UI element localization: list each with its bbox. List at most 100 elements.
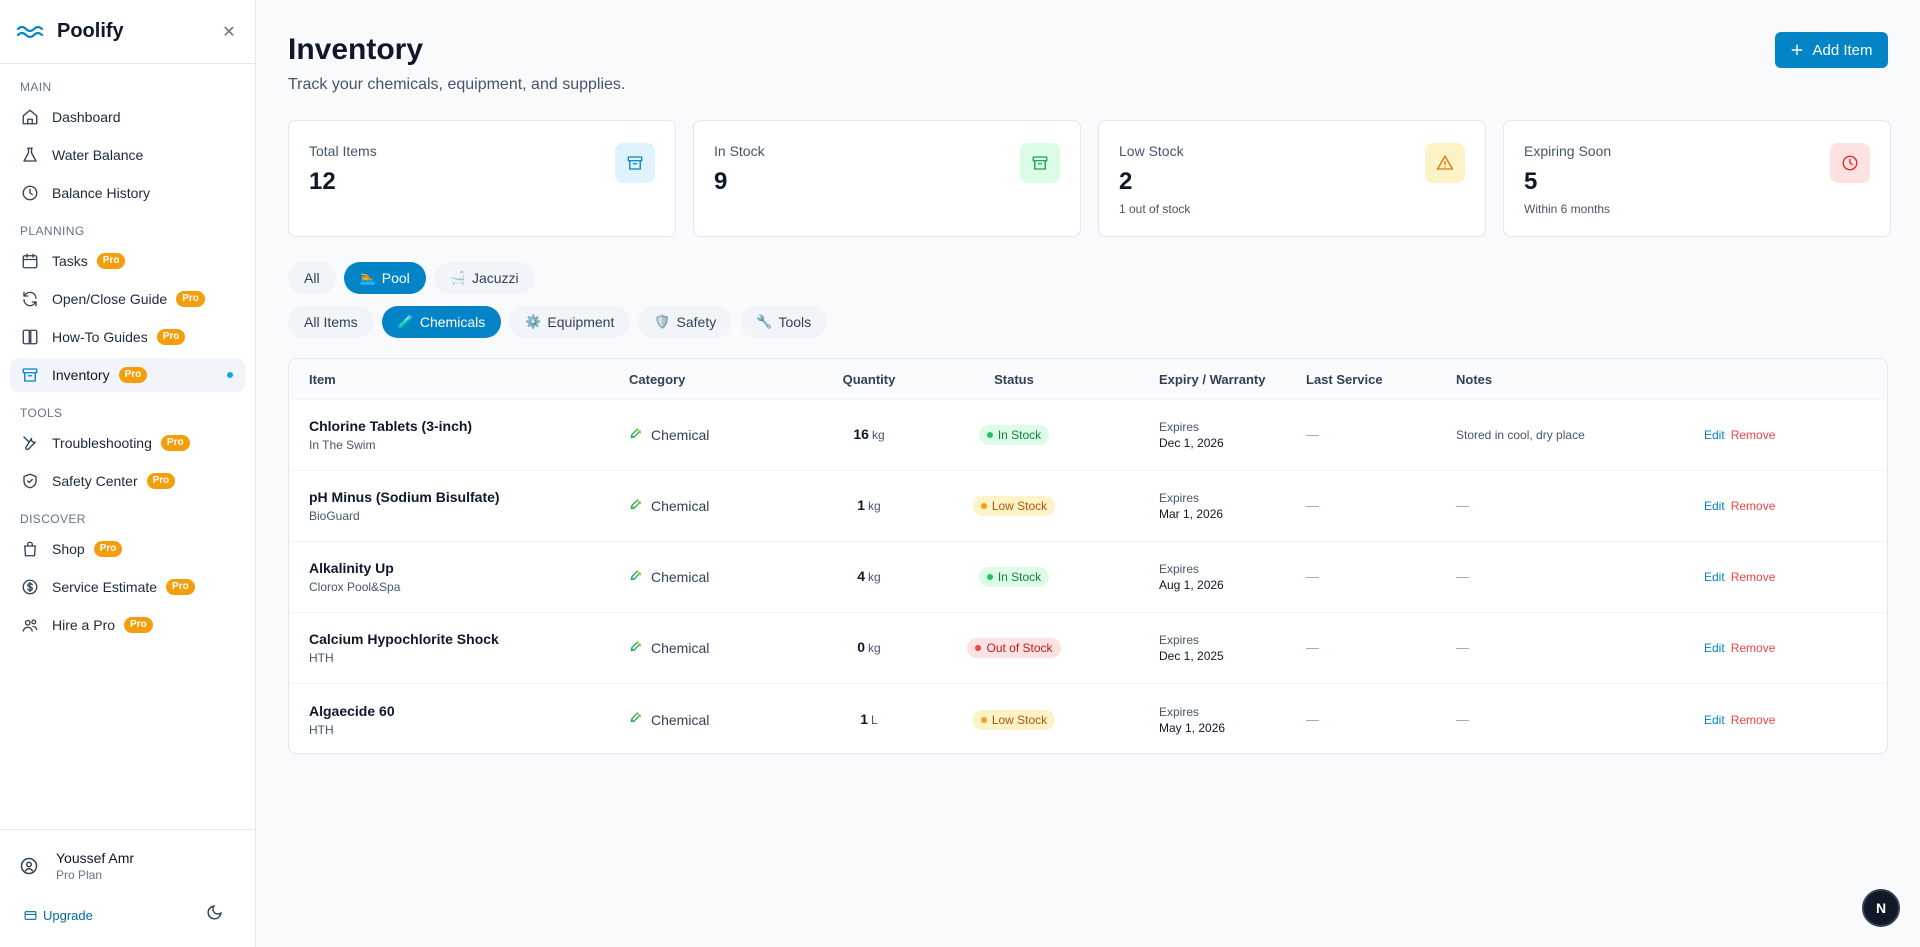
sidebar-item-balance-history[interactable]: Balance History	[10, 176, 245, 210]
category-filter-chemicals[interactable]: 🧪 Chemicals	[381, 306, 502, 338]
edit-button[interactable]: Edit	[1704, 499, 1725, 513]
nav-section-planning: PLANNING Tasks Pro Open/Close Guide Pro How-T…	[10, 224, 245, 392]
sidebar-item-service-estimate[interactable]: Service Estimate Pro	[10, 570, 245, 604]
sidebar-item-tasks[interactable]: Tasks Pro	[10, 244, 245, 278]
item-quantity: 4	[857, 568, 866, 584]
item-notes: —	[1456, 711, 1469, 727]
book-icon	[20, 327, 40, 347]
category-filter-equipment[interactable]: ⚙️ Equipment	[509, 306, 631, 338]
shield-icon	[20, 471, 40, 491]
pro-badge: Pro	[166, 579, 195, 595]
last-service: —	[1306, 498, 1319, 513]
sidebar-item-open-close-guide[interactable]: Open/Close Guide Pro	[10, 282, 245, 316]
user-name: Youssef Amr	[56, 850, 135, 866]
sidebar-item-troubleshooting[interactable]: Troubleshooting Pro	[10, 426, 245, 460]
sidebar-item-inventory[interactable]: Inventory Pro	[10, 358, 245, 392]
next-devtools-button[interactable]: N	[1862, 889, 1900, 927]
item-brand: Clorox Pool&Spa	[309, 580, 401, 594]
sidebar-item-label: Balance History	[52, 185, 151, 201]
active-indicator	[227, 372, 233, 378]
remove-button[interactable]: Remove	[1730, 428, 1776, 442]
sidebar-item-label: Inventory	[52, 367, 110, 383]
sidebar-item-hire-a-pro[interactable]: Hire a Pro Pro	[10, 608, 245, 642]
sidebar-item-label: Shop	[52, 541, 85, 557]
flask-icon	[20, 145, 40, 165]
item-unit: kg	[871, 428, 885, 442]
filter-label: All Items	[304, 314, 358, 330]
last-service: —	[1306, 569, 1319, 584]
item-category: Chemical	[651, 640, 710, 656]
edit-button[interactable]: Edit	[1704, 428, 1725, 442]
upgrade-link[interactable]: Upgrade	[24, 908, 93, 923]
stat-value: 9	[714, 168, 728, 195]
status-badge: In Stock	[978, 567, 1050, 587]
sidebar-item-how-to-guides[interactable]: How-To Guides Pro	[10, 320, 245, 354]
category-filter-all-items[interactable]: All Items	[288, 306, 374, 338]
stat-label: Expiring Soon	[1524, 143, 1612, 159]
status-dot	[980, 716, 987, 723]
column-header: Category	[629, 371, 686, 387]
sidebar-footer: Youssef Amr Pro Plan Upgrade	[0, 829, 255, 947]
sidebar-item-safety-center[interactable]: Safety Center Pro	[10, 464, 245, 498]
item-notes: —	[1456, 569, 1469, 584]
remove-button[interactable]: Remove	[1730, 570, 1776, 584]
refresh-icon	[20, 289, 40, 309]
filter-label: Safety	[676, 314, 717, 330]
location-filter-all[interactable]: All	[288, 262, 336, 294]
item-name: Chlorine Tablets (3-inch)	[309, 418, 473, 434]
dark-mode-toggle-icon[interactable]	[206, 904, 223, 926]
filter-label: Tools	[778, 314, 812, 330]
item-brand: BioGuard	[309, 509, 360, 523]
sidebar-item-label: How-To Guides	[52, 329, 148, 345]
close-sidebar-icon[interactable]: ✕	[222, 23, 236, 41]
page-title: Inventory	[288, 33, 424, 66]
item-quantity: 1	[860, 710, 869, 727]
table-header: Item Category Quantity Status Expiry / Warra…	[289, 359, 1887, 400]
stat-label: Low Stock	[1119, 143, 1184, 159]
sidebar-item-shop[interactable]: Shop Pro	[10, 532, 245, 566]
column-header: Item	[309, 371, 336, 387]
users-icon	[20, 615, 40, 635]
sidebar-item-label: Open/Close Guide	[52, 291, 168, 307]
test-tube-icon	[629, 640, 643, 657]
edit-button[interactable]: Edit	[1704, 712, 1725, 727]
category-filter-tools[interactable]: 🔧 Tools	[740, 306, 828, 338]
status-label: In Stock	[997, 428, 1042, 442]
nav-section-title: TOOLS	[20, 406, 63, 420]
column-header: Notes	[1456, 371, 1493, 387]
edit-button[interactable]: Edit	[1704, 570, 1725, 584]
upgrade-label: Upgrade	[43, 907, 93, 923]
remove-button[interactable]: Remove	[1730, 712, 1776, 727]
home-icon	[20, 107, 40, 127]
status-badge: Low Stock	[972, 496, 1056, 516]
item-notes: —	[1456, 498, 1469, 513]
filter-emoji-icon: 🏊	[359, 270, 376, 285]
category-filter-safety[interactable]: 🛡️ Safety	[638, 306, 733, 338]
filter-emoji-icon: 🛁	[449, 270, 466, 285]
expiry-label: Expires	[1159, 633, 1200, 647]
remove-button[interactable]: Remove	[1730, 641, 1776, 655]
sidebar-item-dashboard[interactable]: Dashboard	[10, 100, 245, 134]
sidebar-item-water-balance[interactable]: Water Balance	[10, 138, 245, 172]
location-filter: All 🏊 Pool 🛁 Jacuzzi	[288, 262, 535, 294]
stat-label: In Stock	[714, 143, 765, 159]
item-brand: HTH	[309, 651, 334, 665]
item-category: Chemical	[651, 498, 710, 514]
status-label: Out of Stock	[986, 641, 1053, 655]
location-filter-pool[interactable]: 🏊 Pool	[343, 262, 426, 294]
item-unit: L	[871, 712, 878, 727]
filter-label: Pool	[381, 270, 410, 286]
table-row: Chlorine Tablets (3-inch) In The Swim Chem…	[289, 400, 1887, 471]
filter-label: Equipment	[547, 314, 615, 330]
user-profile[interactable]: Youssef Amr Pro Plan	[16, 850, 239, 882]
stat-value: 2	[1119, 168, 1133, 195]
expiry-date: Mar 1, 2026	[1159, 507, 1224, 521]
expiry-label: Expires	[1159, 491, 1200, 505]
credit-card-icon	[24, 910, 37, 920]
last-service: —	[1306, 711, 1319, 727]
location-filter-jacuzzi[interactable]: 🛁 Jacuzzi	[433, 262, 535, 294]
edit-button[interactable]: Edit	[1704, 641, 1725, 655]
status-label: In Stock	[997, 570, 1042, 584]
remove-button[interactable]: Remove	[1730, 499, 1776, 513]
add-item-button[interactable]: Add Item	[1775, 32, 1888, 68]
